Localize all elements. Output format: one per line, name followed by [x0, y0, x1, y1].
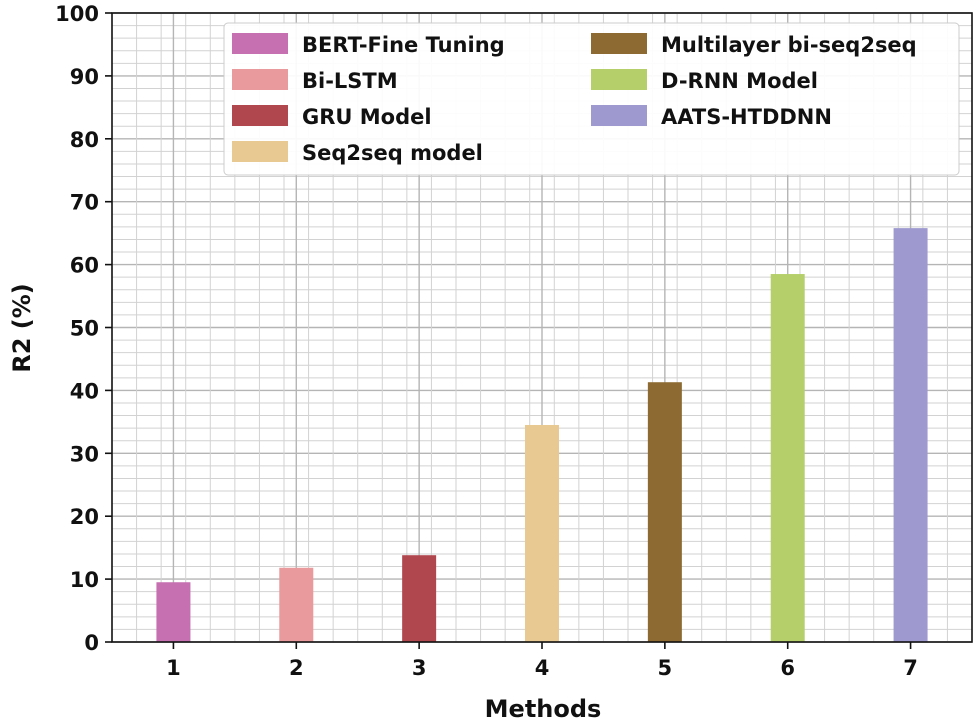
y-ticks: 0 10 20 30 40 50 60 70 80 90 100 — [55, 2, 112, 655]
x-tick-label: 2 — [289, 656, 304, 680]
x-tick-label: 3 — [412, 656, 427, 680]
legend-swatch — [232, 141, 288, 162]
bar-6 — [770, 274, 805, 642]
bar-4 — [525, 424, 559, 642]
bars — [156, 228, 928, 643]
y-tick-label: 80 — [70, 128, 99, 152]
y-tick-label: 100 — [55, 2, 99, 26]
legend-swatch — [232, 69, 288, 90]
y-tick-label: 60 — [70, 254, 99, 278]
legend-label: D-RNN Model — [661, 69, 818, 93]
bar-3 — [402, 555, 437, 642]
legend-label: Bi-LSTM — [302, 69, 398, 93]
legend-label: Multilayer bi-seq2seq — [661, 33, 917, 57]
bar-7 — [893, 228, 928, 643]
x-tick-label: 4 — [535, 656, 550, 680]
y-tick-label: 50 — [70, 317, 99, 341]
bar-5 — [647, 382, 682, 642]
legend-label: GRU Model — [302, 105, 432, 129]
legend-swatch — [591, 69, 647, 90]
y-axis-title: R2 (%) — [8, 283, 36, 373]
legend: BERT-Fine Tuning Bi-LSTM GRU Model Seq2seq … — [223, 22, 960, 176]
legend-swatch — [591, 33, 647, 54]
legend-label: BERT-Fine Tuning — [302, 33, 505, 57]
bar-1 — [156, 582, 191, 642]
y-tick-label: 10 — [70, 568, 99, 592]
y-tick-label: 0 — [84, 631, 99, 655]
legend-label: AATS-HTDDNN — [661, 105, 832, 129]
y-tick-label: 70 — [70, 191, 99, 215]
bar-2 — [279, 567, 314, 642]
legend-swatch — [232, 33, 288, 54]
legend-swatch — [591, 105, 647, 126]
legend-swatch — [232, 105, 288, 126]
y-tick-label: 90 — [70, 65, 99, 89]
legend-box — [223, 22, 960, 176]
x-ticks: 1 2 3 4 5 6 7 — [166, 642, 918, 680]
y-tick-label: 30 — [70, 442, 99, 466]
x-axis-title: Methods — [485, 695, 602, 723]
x-tick-label: 6 — [780, 656, 795, 680]
x-tick-label: 7 — [903, 656, 918, 680]
y-tick-label: 20 — [70, 505, 99, 529]
x-tick-label: 1 — [166, 656, 181, 680]
legend-label: Seq2seq model — [302, 141, 483, 165]
x-tick-label: 5 — [658, 656, 673, 680]
y-tick-label: 40 — [70, 379, 99, 403]
